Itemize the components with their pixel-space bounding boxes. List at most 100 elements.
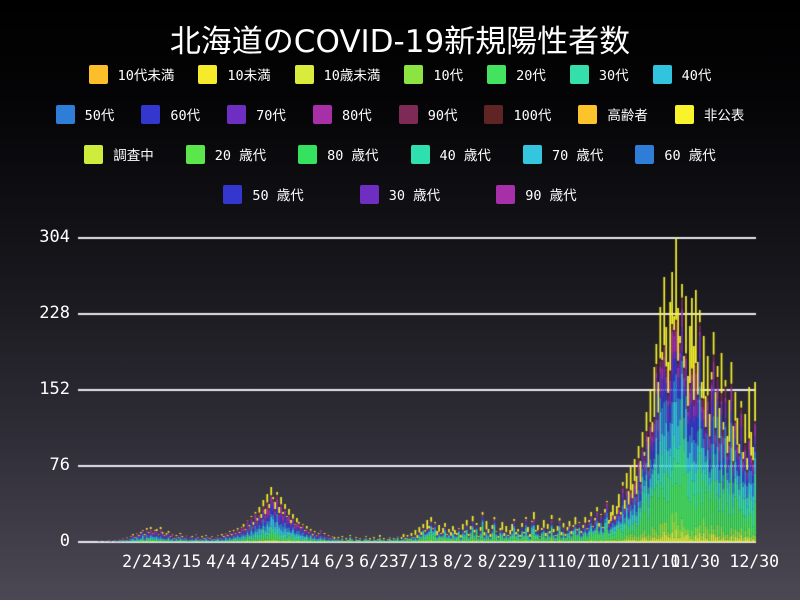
x-axis-tick-label: 11/10 (630, 552, 681, 571)
legend-item: 高齢者 (578, 104, 648, 124)
legend-row-4: 50 歳代 30 歳代 90 歳代 (0, 184, 800, 204)
legend-label: 高齢者 (607, 108, 648, 124)
legend-item: 70代 (227, 104, 286, 124)
legend-item: 90 歳代 (496, 184, 577, 204)
legend-swatch-icon (359, 184, 379, 204)
x-axis-tick-label: 10/21 (591, 552, 641, 571)
x-axis-tick-label: 4/24 (240, 552, 281, 571)
legend-swatch-icon (484, 104, 504, 124)
legend-label: 50 歳代 (252, 188, 304, 204)
legend-label: 調査中 (113, 148, 154, 164)
legend-swatch-icon (312, 104, 332, 124)
legend-item: 80 歳代 (298, 144, 379, 164)
legend-swatch-icon (569, 64, 589, 84)
legend-swatch-icon (674, 104, 694, 124)
legend-label: 90代 (427, 108, 458, 124)
legend-swatch-icon (298, 144, 318, 164)
legend-label: 非公表 (703, 108, 745, 124)
y-axis-tick-label: 0 (59, 531, 70, 551)
legend-label: 10歳未満 (323, 68, 381, 84)
legend-label: 30代 (598, 68, 629, 84)
legend-swatch-icon (404, 64, 424, 84)
x-axis-tick-label: 7/13 (398, 552, 439, 571)
legend-label: 40 歳代 (439, 148, 491, 164)
legend-swatch-icon (410, 144, 430, 164)
legend-item: 90代 (398, 104, 458, 124)
legend-swatch-icon (227, 104, 247, 124)
legend-label: 80代 (341, 108, 372, 124)
legend-item: 50 歳代 (223, 184, 304, 204)
legend-label: 30 歳代 (388, 188, 441, 204)
legend-label: 70代 (256, 108, 286, 124)
legend-row-3: 調査中 20 歳代 80 歳代 40 歳代 70 歳代 60 歳代 (0, 144, 800, 164)
x-axis-tick-label: 6/23 (359, 552, 399, 571)
legend-item: 10代未満 (88, 64, 175, 84)
legend-item: 調査中 (84, 144, 154, 164)
legend-item: 60代 (141, 104, 200, 124)
legend-item: 10代 (404, 64, 463, 84)
legend-swatch-icon (88, 64, 108, 84)
legend-item: 10未満 (198, 64, 271, 84)
x-axis-tick-label: 11/30 (670, 552, 720, 571)
legend-label: 60代 (170, 108, 201, 124)
x-axis-tick-label: 3/15 (161, 552, 202, 571)
x-axis-tick-label: 12/30 (729, 552, 780, 571)
y-axis-tick-label: 76 (49, 455, 70, 475)
legend-label: 10代 (433, 68, 464, 84)
legend-label: 60 歳代 (664, 148, 716, 164)
legend-swatch-icon (635, 144, 655, 164)
legend-swatch-icon (84, 144, 104, 164)
legend-label: 40代 (681, 68, 712, 84)
legend-label: 70 歳代 (551, 148, 604, 164)
legend-label: 20 歳代 (214, 148, 267, 164)
legend-item: 70 歳代 (522, 144, 604, 164)
legend-swatch-icon (185, 144, 205, 164)
legend-label: 90 歳代 (525, 188, 577, 204)
legend-label: 20代 (516, 68, 546, 84)
legend-swatch-icon (652, 64, 672, 84)
legend-item: 30 歳代 (359, 184, 441, 204)
legend-swatch-icon (198, 64, 218, 84)
legend-label: 80 歳代 (327, 148, 379, 164)
legend-item: 50代 (55, 104, 115, 124)
x-axis-tick-label: 9/11 (517, 552, 557, 571)
x-axis-tick-label: 4/4 (206, 552, 236, 571)
legend-row-2: 50代 60代 70代 80代 90代 100代 高齢者 非公表 (0, 104, 800, 124)
y-axis-tick-label: 228 (39, 303, 70, 323)
legend-item: 60 歳代 (635, 144, 716, 164)
legend-item: 30代 (569, 64, 629, 84)
legend-item: 100代 (484, 104, 551, 124)
x-axis-tick-label: 5/14 (280, 552, 320, 571)
x-axis-tick-label: 6/3 (324, 552, 355, 571)
legend-label: 50代 (84, 108, 115, 124)
legend-swatch-icon (141, 104, 161, 124)
legend-item: 20代 (487, 64, 546, 84)
chart-title: 北海道のCOVID-19新規陽性者数 (169, 24, 631, 60)
legend-label: 10未満 (227, 68, 271, 84)
x-axis-tick-label: 8/22 (477, 552, 518, 571)
legend-item: 40 歳代 (410, 144, 491, 164)
legend-swatch-icon (487, 64, 507, 84)
x-axis-tick-label: 2/24 (122, 552, 162, 571)
x-axis-tick-label: 8/2 (443, 552, 473, 571)
x-axis-tick-label: 10/1 (556, 552, 597, 571)
legend-swatch-icon (578, 104, 598, 124)
legend-item: 80代 (312, 104, 372, 124)
y-axis-tick-label: 304 (39, 227, 70, 247)
legend-swatch-icon (496, 184, 516, 204)
legend-label: 100代 (513, 108, 552, 124)
legend-item: 40代 (652, 64, 712, 84)
legend-swatch-icon (55, 104, 75, 124)
legend-swatch-icon (398, 104, 418, 124)
legend-item: 10歳未満 (294, 64, 381, 84)
legend-swatch-icon (294, 64, 314, 84)
legend-swatch-icon (223, 184, 243, 204)
legend-swatch-icon (522, 144, 542, 164)
legend-item: 非公表 (674, 104, 745, 124)
legend-row-1: 10代未満 10未満 10歳未満 10代 20代 30代 40代 (0, 64, 800, 84)
legend-item: 20 歳代 (185, 144, 267, 164)
legend-label: 10代未満 (117, 68, 175, 84)
y-axis-tick-label: 152 (39, 379, 70, 399)
